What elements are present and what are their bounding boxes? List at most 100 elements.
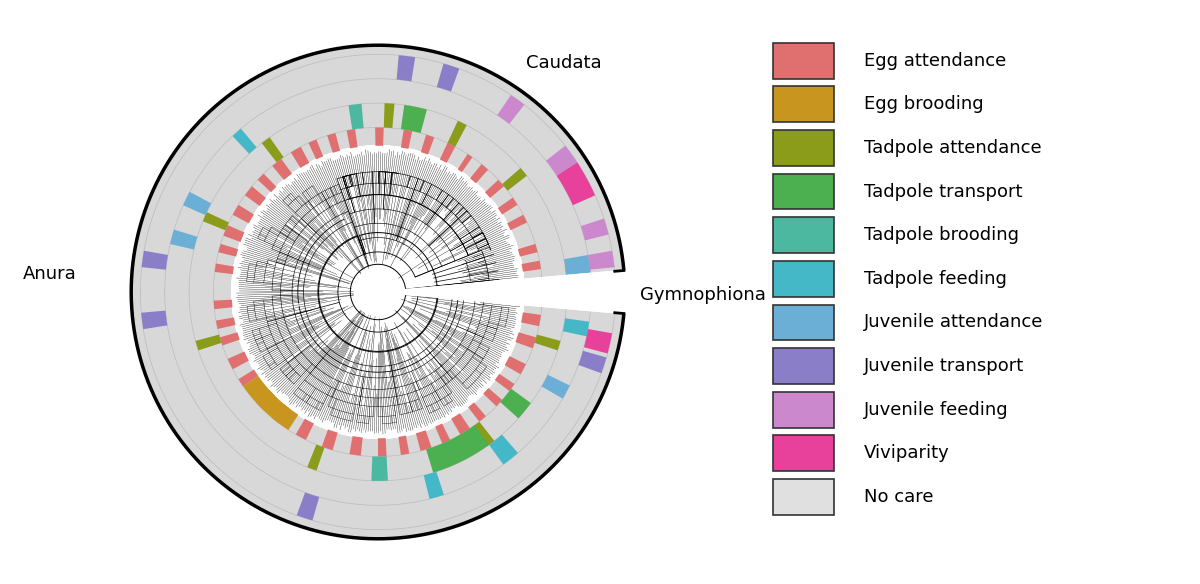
Polygon shape [203,212,229,230]
Polygon shape [522,260,541,272]
FancyBboxPatch shape [773,130,834,166]
Circle shape [354,268,402,316]
Polygon shape [220,332,240,346]
Wedge shape [378,270,631,314]
Polygon shape [470,164,488,183]
Polygon shape [485,180,504,198]
Polygon shape [244,376,299,430]
Polygon shape [398,436,409,455]
Polygon shape [457,154,473,172]
Polygon shape [588,251,614,270]
Polygon shape [518,244,538,256]
Polygon shape [437,64,460,92]
Polygon shape [239,370,258,387]
Polygon shape [347,129,358,148]
Polygon shape [223,225,245,242]
FancyBboxPatch shape [773,479,834,515]
Polygon shape [396,55,415,81]
Polygon shape [584,329,612,353]
Circle shape [232,146,524,438]
Polygon shape [228,352,248,369]
Polygon shape [233,205,254,223]
Polygon shape [328,133,340,153]
Circle shape [235,149,521,435]
Polygon shape [376,127,384,146]
Polygon shape [196,335,222,350]
FancyBboxPatch shape [773,43,834,79]
Polygon shape [581,218,608,241]
Polygon shape [307,444,324,471]
Polygon shape [272,404,290,423]
Polygon shape [245,186,266,206]
Polygon shape [272,159,292,180]
Polygon shape [534,335,560,350]
Text: Caudata: Caudata [527,54,602,72]
Polygon shape [541,375,570,399]
Polygon shape [468,402,486,422]
Polygon shape [322,429,337,450]
Circle shape [131,45,625,539]
FancyBboxPatch shape [773,305,834,340]
Polygon shape [416,430,432,451]
Text: Juvenile attendance: Juvenile attendance [864,314,1043,332]
Polygon shape [521,312,541,326]
Text: Tadpole attendance: Tadpole attendance [864,139,1042,157]
Polygon shape [498,197,517,214]
Text: Egg attendance: Egg attendance [864,52,1007,69]
Polygon shape [563,318,589,336]
Polygon shape [348,104,364,130]
Polygon shape [557,162,595,205]
Polygon shape [424,472,444,499]
Circle shape [232,146,524,438]
Polygon shape [490,434,518,464]
Polygon shape [290,147,310,168]
Polygon shape [258,173,276,192]
Text: Anura: Anura [23,265,77,283]
Polygon shape [565,262,590,276]
Polygon shape [142,311,167,329]
FancyBboxPatch shape [773,348,834,384]
Text: No care: No care [864,488,934,506]
Polygon shape [473,422,494,447]
Polygon shape [233,128,257,154]
Text: Juvenile transport: Juvenile transport [864,357,1025,375]
Polygon shape [505,356,526,374]
FancyBboxPatch shape [773,217,834,253]
Polygon shape [421,135,434,155]
Polygon shape [308,140,323,159]
Polygon shape [216,317,235,329]
FancyBboxPatch shape [773,86,834,122]
Polygon shape [436,423,450,443]
Polygon shape [401,130,413,149]
Polygon shape [215,263,234,274]
Polygon shape [578,351,606,373]
Circle shape [356,270,400,314]
Polygon shape [564,255,590,276]
Text: Gymnophiona: Gymnophiona [640,286,766,304]
Text: Tadpole brooding: Tadpole brooding [864,226,1019,244]
Polygon shape [384,103,395,128]
Text: Egg brooding: Egg brooding [864,95,984,113]
FancyBboxPatch shape [773,174,834,210]
Polygon shape [494,374,515,391]
FancyBboxPatch shape [773,436,834,471]
Circle shape [232,146,524,438]
Polygon shape [378,438,386,457]
Polygon shape [256,390,275,408]
Text: Juvenile feeding: Juvenile feeding [864,401,1009,419]
Polygon shape [516,332,536,348]
Text: Viviparity: Viviparity [864,444,949,463]
FancyBboxPatch shape [773,261,834,297]
Wedge shape [378,269,637,315]
Polygon shape [296,492,319,520]
Polygon shape [349,436,362,456]
Polygon shape [170,230,197,249]
Polygon shape [546,145,580,179]
Polygon shape [218,244,238,256]
Polygon shape [508,215,527,230]
Polygon shape [295,419,314,440]
Polygon shape [372,456,388,481]
Polygon shape [451,413,470,434]
FancyBboxPatch shape [773,392,834,427]
Polygon shape [401,105,427,133]
